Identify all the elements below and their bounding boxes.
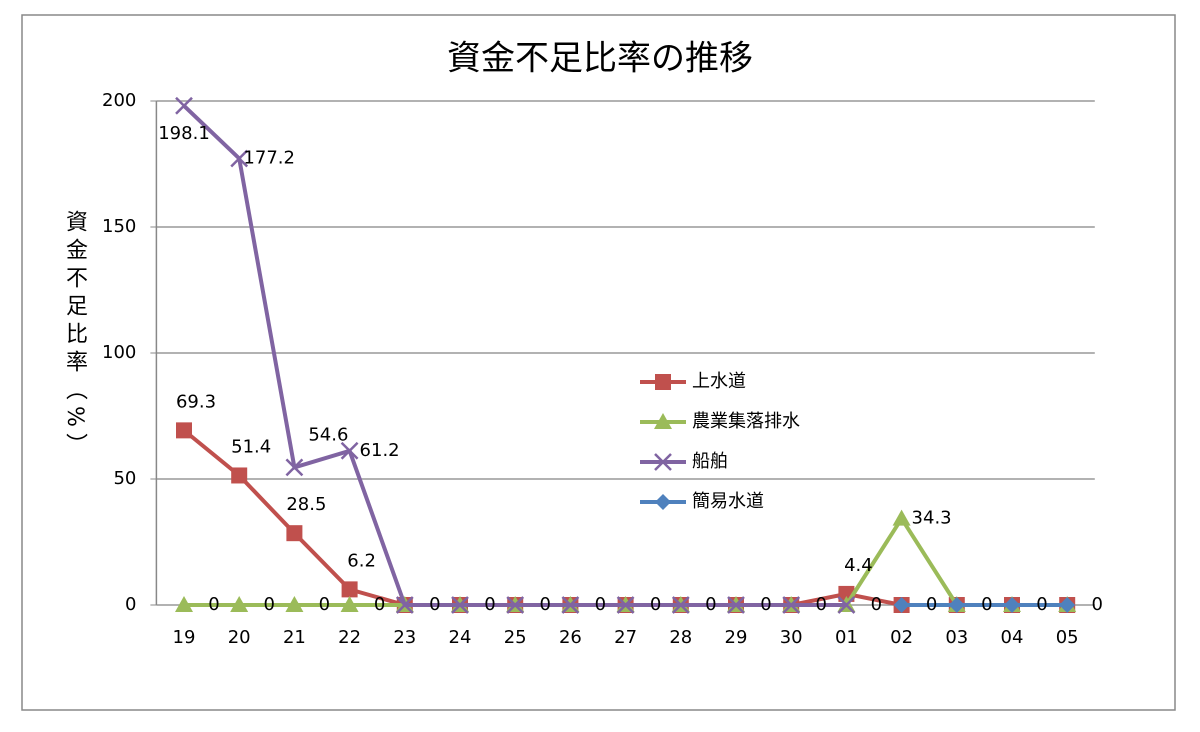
y-tick-label: 200 [102,90,136,111]
marker [561,596,580,614]
x-tick-label: 28 [669,627,692,648]
x-tick-label: 25 [504,627,527,648]
data-label: 198.1 [158,123,210,144]
marker [654,453,672,471]
data-label: 0 [650,594,661,615]
marker [1004,597,1020,613]
marker [451,596,469,614]
x-tick-label: 23 [393,627,416,648]
marker [782,596,801,614]
data-label: 0 [429,594,440,615]
data-label: 177.2 [243,147,295,168]
x-tick-label: 04 [1001,627,1024,648]
x-tick-label: 03 [945,627,968,648]
data-label: 69.3 [176,391,216,412]
marker [230,149,249,168]
chart-title: 資金不足比率の推移 [447,39,753,79]
marker [175,96,193,115]
data-label: 0 [319,594,330,615]
marker [671,596,690,614]
marker [340,441,359,460]
marker [285,596,304,612]
legend-label: 簡易水道 [692,491,764,512]
marker [175,596,193,612]
x-tick-label: 21 [283,627,306,648]
data-label: 0 [595,594,606,615]
legend-label: 上水道 [692,371,746,392]
marker [892,509,911,526]
data-label: 0 [1036,594,1047,615]
marker [285,458,304,477]
data-label: 28.5 [286,494,326,515]
marker [654,413,672,429]
x-tick-label: 01 [835,627,858,648]
marker [230,596,249,612]
data-label: 6.2 [347,550,376,571]
marker [893,597,910,613]
marker [176,422,192,439]
y-tick-label: 150 [102,216,136,237]
marker [727,596,745,614]
x-tick-label: 02 [890,627,913,648]
y-tick-label: 0 [125,594,136,615]
data-label: 0 [208,594,219,615]
x-tick-label: 29 [725,627,748,648]
data-label: 0 [374,594,385,615]
x-tick-label: 05 [1056,627,1079,648]
data-label: 0 [263,594,274,615]
data-label: 0 [484,594,495,615]
data-label: 0 [1091,594,1102,615]
marker [837,596,856,614]
x-tick-label: 27 [614,627,637,648]
x-tick-label: 26 [559,627,582,648]
data-label: 61.2 [360,440,400,461]
x-tick-label: 30 [780,627,803,648]
marker [395,596,414,614]
marker [616,596,635,614]
data-label: 51.4 [231,436,271,457]
y-axis-label: 資金不足比率（%） [62,210,87,461]
chart-border [21,14,1176,711]
data-label: 0 [760,594,771,615]
legend-label: 船舶 [692,451,728,472]
data-label: 0 [705,594,716,615]
data-label: 54.6 [308,424,348,445]
marker [341,581,358,598]
x-tick-label: 24 [449,627,472,648]
marker [655,494,671,510]
data-label: 0 [926,594,937,615]
marker [655,374,671,390]
marker [1059,597,1076,613]
y-tick-label: 100 [102,342,136,363]
data-label: 34.3 [912,508,952,529]
y-tick-label: 50 [113,468,136,489]
marker [948,597,965,613]
data-label: 0 [539,594,550,615]
x-tick-label: 20 [228,627,251,648]
data-label: 4.4 [844,555,873,576]
marker [506,596,525,614]
legend-label: 農業集落排水 [692,411,800,432]
data-label: 0 [981,594,992,615]
marker [340,596,359,612]
marker [286,525,303,542]
marker [231,467,248,484]
x-tick-label: 22 [338,627,361,648]
x-tick-label: 19 [173,627,196,648]
data-label: 0 [871,594,882,615]
data-label: 0 [815,594,826,615]
